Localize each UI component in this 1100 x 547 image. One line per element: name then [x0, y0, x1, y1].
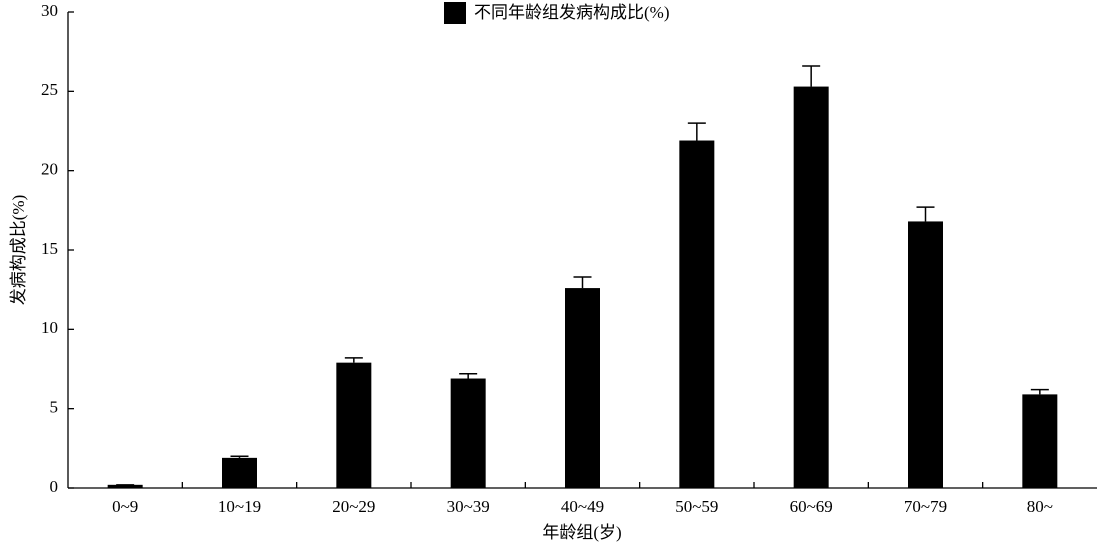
y-tick-label: 5 — [50, 398, 59, 417]
x-axis-label: 年龄组(岁) — [542, 523, 621, 542]
error-bar — [230, 455, 249, 458]
x-tick-label: 10~19 — [218, 497, 261, 516]
legend-label: 不同年龄组发病构成比(%) — [474, 3, 669, 22]
y-tick-label: 15 — [41, 239, 58, 258]
x-tick-label: 60~69 — [790, 497, 833, 516]
bar — [222, 457, 257, 488]
bar — [107, 484, 143, 488]
error-bar — [687, 122, 706, 141]
legend-swatch — [444, 2, 466, 24]
x-tick-label: 40~49 — [561, 497, 604, 516]
error-bar — [802, 65, 821, 87]
x-tick-label: 80~ — [1027, 497, 1053, 516]
bar — [1022, 394, 1058, 488]
error-bar — [344, 357, 363, 363]
x-tick-label: 20~29 — [332, 497, 375, 516]
error-bar — [459, 373, 478, 379]
y-tick-label: 10 — [41, 318, 58, 337]
x-tick-label: 0~9 — [112, 497, 138, 516]
y-tick-label: 20 — [41, 160, 58, 179]
error-bar — [1030, 388, 1049, 395]
y-tick-label: 25 — [41, 80, 58, 99]
bar — [336, 362, 372, 488]
bar — [450, 378, 486, 488]
y-axis-label: 发病构成比(%) — [9, 195, 28, 305]
x-tick-label: 30~39 — [447, 497, 490, 516]
bar — [565, 288, 600, 488]
bar — [793, 86, 829, 488]
y-tick-label: 30 — [41, 1, 58, 20]
error-bar — [573, 276, 592, 289]
x-tick-label: 70~79 — [904, 497, 947, 516]
bar — [679, 140, 715, 488]
y-tick-label: 0 — [50, 477, 59, 496]
error-bar — [916, 206, 935, 222]
x-tick-label: 50~59 — [675, 497, 718, 516]
bar — [908, 221, 943, 488]
